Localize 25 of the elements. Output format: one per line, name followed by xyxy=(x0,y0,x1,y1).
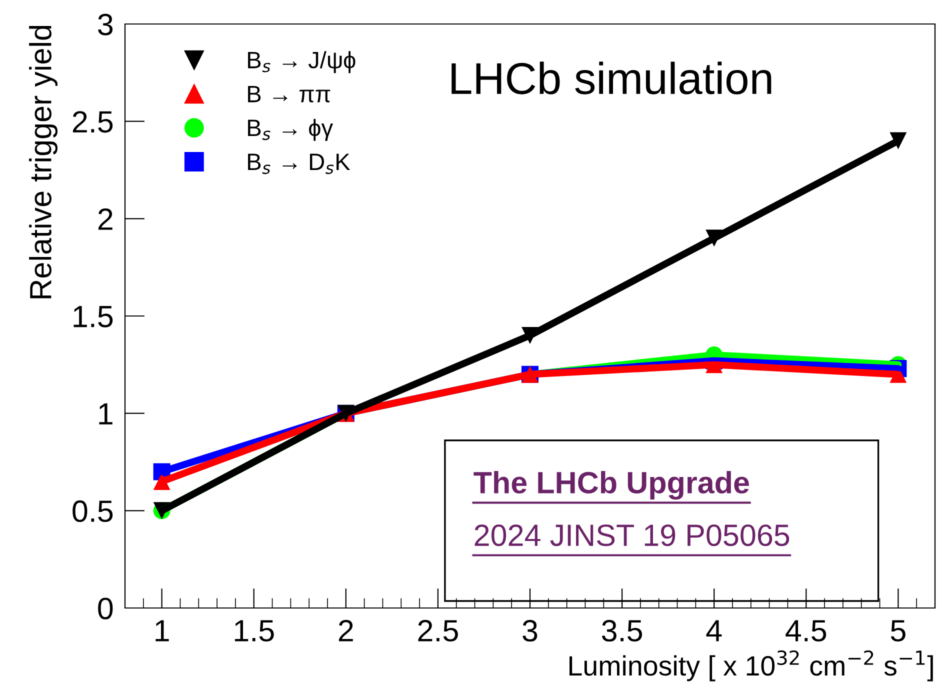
x-tick-label: 5 xyxy=(890,620,906,642)
x-tick-label: 3 xyxy=(522,620,538,642)
x-tick-label: 2 xyxy=(338,620,353,642)
y-tick-label: 3 xyxy=(98,14,113,36)
y-tick-label: 1.5 xyxy=(74,306,113,328)
y-axis-title: Relative trigger yield xyxy=(29,26,58,298)
legend-label: B$_{s}$ → D$_{s}$K xyxy=(248,154,350,174)
annotation: The LHCb Upgrade xyxy=(474,471,749,500)
x-tick-label: 1.5 xyxy=(234,620,274,642)
annotation: LHCb simulation xyxy=(452,62,772,94)
x-tick-label: 4 xyxy=(706,620,722,642)
x-axis-title: Luminosity [ x 10$^{32}$ cm$^{−2}$ s$^{−1}$] xyxy=(570,650,933,682)
x-tick-label: 3.5 xyxy=(602,620,642,642)
y-tick-label: 0.5 xyxy=(72,500,113,522)
legend-label: B$_{s}$ → ϕγ xyxy=(248,118,334,141)
annotation: 2024 JINST 19 P05065 xyxy=(474,524,790,546)
y-tick-label: 2 xyxy=(98,208,112,230)
x-tick-label: 4.5 xyxy=(786,620,826,642)
legend-label: B → ππ xyxy=(248,86,330,102)
y-tick-label: 0 xyxy=(98,598,113,620)
x-tick-label: 2.5 xyxy=(418,620,458,642)
legend-label: B$_{s}$ → J/ψϕ xyxy=(248,51,356,74)
y-tick-label: 2.5 xyxy=(72,111,113,133)
y-tick-label: 1 xyxy=(99,403,112,424)
x-tick-label: 1 xyxy=(156,620,169,642)
